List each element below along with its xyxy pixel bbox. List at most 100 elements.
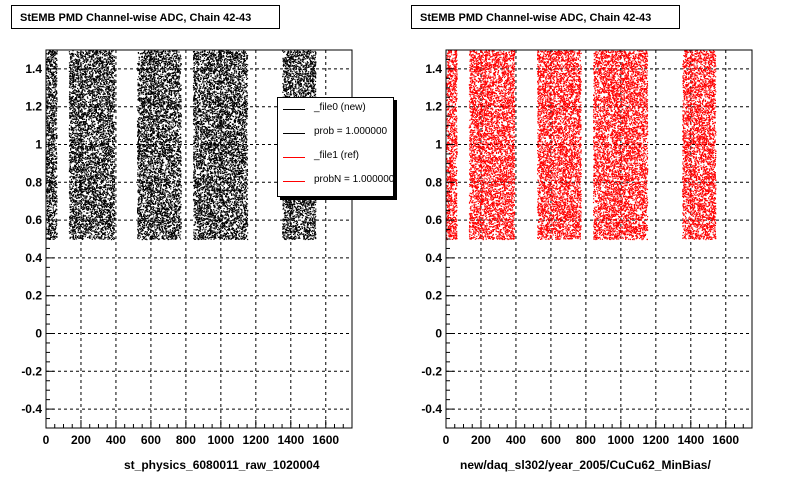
data-point [47, 126, 49, 128]
data-point [52, 196, 54, 198]
data-point [68, 128, 70, 130]
data-point [47, 57, 49, 60]
data-point [46, 166, 48, 168]
data-point [48, 147, 50, 149]
data-point [74, 209, 76, 211]
data-point [102, 70, 104, 72]
data-point [53, 190, 55, 192]
data-point [52, 168, 54, 170]
data-point [106, 81, 108, 83]
data-point [54, 230, 56, 232]
data-point [85, 51, 88, 53]
data-point [87, 131, 89, 133]
data-point [71, 86, 73, 88]
data-point [89, 195, 91, 197]
data-point [102, 187, 104, 189]
data-point [76, 141, 78, 143]
data-point [84, 65, 86, 67]
data-point [72, 66, 74, 68]
data-point [46, 227, 48, 229]
data-point [47, 164, 49, 166]
data-point [110, 57, 113, 59]
data-point [54, 180, 56, 182]
data-point [76, 74, 78, 76]
data-point [102, 95, 105, 97]
data-point [102, 173, 104, 175]
data-point [46, 88, 48, 90]
data-point [94, 68, 96, 70]
data-point [88, 235, 90, 238]
data-point [51, 94, 53, 96]
data-point [47, 79, 49, 81]
data-point [80, 210, 82, 212]
data-point [56, 91, 58, 93]
data-point [49, 52, 51, 54]
data-point [83, 129, 85, 131]
data-point [79, 209, 81, 211]
data-point [102, 84, 104, 86]
data-point [77, 124, 79, 127]
data-point [55, 63, 57, 65]
data-point [96, 129, 98, 131]
data-point [108, 108, 110, 111]
data-point [114, 219, 116, 221]
data-point [85, 228, 87, 230]
data-point [79, 189, 81, 191]
data-point [56, 205, 58, 207]
data-point [56, 162, 58, 164]
data-point [56, 69, 58, 71]
data-point [49, 224, 51, 226]
data-point [92, 56, 94, 58]
data-point [90, 225, 93, 227]
data-point [52, 163, 54, 165]
data-point [49, 74, 51, 76]
data-point [77, 217, 79, 219]
data-point [52, 158, 54, 160]
data-point [105, 80, 107, 83]
data-point [78, 138, 80, 140]
data-point [88, 170, 90, 173]
data-point [96, 152, 99, 154]
data-point [54, 162, 56, 164]
data-point [96, 183, 99, 185]
data-point [49, 233, 51, 235]
data-point [99, 134, 101, 136]
data-point [46, 167, 48, 169]
data-point [55, 183, 58, 185]
data-point [114, 128, 116, 130]
data-point [90, 200, 92, 202]
data-point [104, 233, 106, 235]
data-point [113, 144, 115, 147]
data-point [53, 196, 55, 198]
data-point [91, 185, 93, 187]
data-point [98, 51, 100, 53]
data-point [46, 154, 48, 156]
data-point [82, 139, 84, 141]
data-point [47, 83, 49, 85]
data-point [109, 237, 111, 239]
data-point [95, 201, 97, 203]
data-point [48, 148, 50, 150]
data-point [86, 161, 88, 163]
data-point [106, 122, 109, 124]
data-point [91, 131, 93, 133]
data-point [70, 101, 72, 103]
data-point [87, 228, 89, 230]
data-point [48, 64, 50, 66]
data-point [109, 84, 111, 87]
data-point [103, 69, 105, 71]
data-point [46, 117, 49, 119]
data-point [88, 87, 90, 89]
data-point [111, 63, 113, 65]
data-point [49, 70, 51, 72]
data-point [73, 71, 75, 73]
data-point [50, 188, 52, 190]
data-point [50, 234, 52, 236]
data-point [47, 75, 49, 77]
data-point [53, 178, 55, 180]
data-point [111, 175, 113, 177]
data-point [72, 109, 74, 112]
data-point [111, 115, 114, 117]
data-point [83, 88, 85, 90]
data-point [75, 63, 77, 65]
